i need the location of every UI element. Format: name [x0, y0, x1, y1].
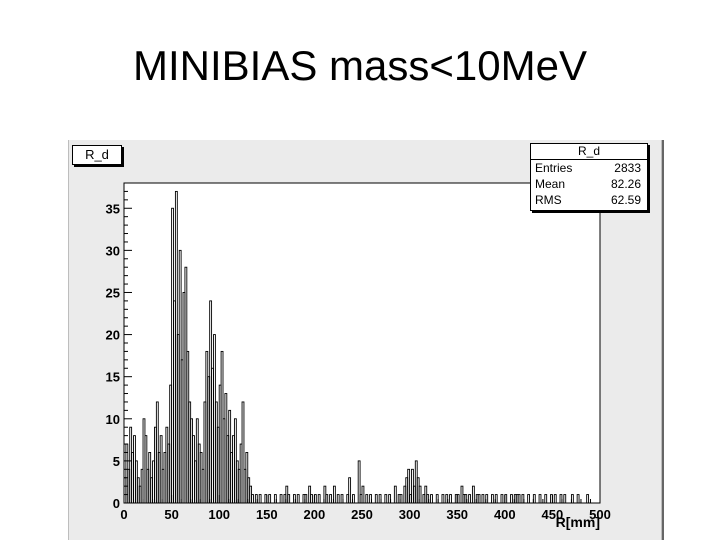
histogram-bin [374, 494, 378, 504]
histogram-bin [317, 494, 321, 504]
histogram-bin [352, 494, 355, 504]
histogram-bin [378, 494, 382, 504]
histogram-bin [329, 494, 332, 504]
histogram-bin [273, 494, 277, 504]
stats-name: R_d [531, 144, 647, 160]
histogram-bin [481, 494, 485, 504]
x-tick-label: 100 [208, 507, 230, 522]
histogram-bin [586, 494, 590, 504]
entries-label: Entries [535, 161, 573, 175]
histogram-bin [293, 494, 296, 504]
histogram-bin [361, 485, 365, 504]
histogram-bin [241, 401, 245, 504]
histogram-bin [500, 494, 504, 504]
histogram-bin [296, 494, 300, 504]
histogram-bin [279, 494, 283, 504]
x-tick-label: 500 [589, 507, 611, 522]
x-tick-label: 350 [446, 507, 468, 522]
histogram-bin [304, 494, 308, 504]
histogram-bin [399, 494, 403, 504]
histogram-bin [527, 494, 531, 504]
y-tick-label: 25 [106, 285, 120, 300]
histogram-bin [268, 494, 272, 504]
histogram-bin [445, 494, 449, 504]
y-tick-label: 20 [106, 328, 120, 343]
y-tick-label: 30 [106, 243, 120, 258]
histogram-bin [538, 494, 542, 504]
histogram-bin [449, 494, 452, 504]
x-tick-label: 250 [351, 507, 373, 522]
histogram-bin [570, 494, 574, 504]
histogram-bin [464, 494, 468, 504]
stats-row-mean: Mean 82.26 [531, 176, 647, 192]
x-axis: 0 50 100 150 200 250 300 350 400 450 500 [120, 495, 611, 522]
histogram-bin [435, 494, 439, 504]
histogram-bin [310, 494, 313, 504]
histogram-bin [418, 485, 422, 504]
x-tick-label: 50 [164, 507, 178, 522]
histogram-bin [553, 494, 557, 504]
y-tick-label: 35 [106, 201, 120, 216]
histogram-bin [340, 494, 344, 504]
entries-value: 2833 [614, 161, 641, 175]
y-tick-label: 5 [113, 454, 120, 469]
histogram-bin [369, 494, 372, 504]
histogram-bin [426, 494, 430, 504]
histogram-bin [251, 494, 254, 504]
y-tick-label: 0 [113, 496, 120, 511]
x-tick-label: 450 [542, 507, 564, 522]
histogram-bin [471, 485, 475, 504]
histogram-bin [441, 494, 445, 504]
stats-box: R_d Entries 2833 Mean 82.26 RMS 62.59 [530, 143, 648, 211]
histogram-bin [287, 494, 291, 504]
histogram-bin [510, 494, 513, 504]
histogram-bin [576, 494, 580, 504]
stats-row-entries: Entries 2833 [531, 160, 647, 176]
histogram-bin [332, 485, 336, 504]
rms-label: RMS [535, 193, 562, 207]
rms-value: 62.59 [610, 193, 641, 207]
histogram-bin [544, 494, 548, 504]
histogram-bin [407, 468, 411, 504]
histogram-bin [254, 494, 258, 504]
histogram-bin [485, 494, 489, 504]
histogram-bin [348, 477, 352, 504]
histogram-bin [494, 494, 498, 504]
x-tick-label: 400 [494, 507, 516, 522]
histogram-bars [123, 190, 590, 504]
histogram-title-box: R_d [72, 145, 122, 165]
stats-row-rms: RMS 62.59 [531, 192, 647, 208]
histogram-bin [521, 494, 525, 504]
mean-label: Mean [535, 177, 566, 191]
histogram-bin [477, 494, 481, 504]
histogram-bin [393, 485, 397, 504]
x-tick-label: 150 [256, 507, 278, 522]
histogram-bin [468, 494, 471, 504]
x-axis-label: R[mm] [556, 514, 600, 530]
y-axis: 0 5 10 15 20 25 30 35 [106, 182, 132, 511]
slide-title: MINIBIAS mass<10MeV [133, 42, 587, 89]
histogram-bin [517, 494, 521, 504]
histogram-bin [258, 494, 262, 504]
y-tick-label: 15 [106, 370, 120, 385]
x-tick-label: 0 [120, 507, 127, 522]
histogram-bin [491, 494, 494, 504]
x-tick-label: 300 [399, 507, 421, 522]
mean-value: 82.26 [610, 177, 641, 191]
histogram-bin [325, 494, 329, 504]
histogram-bin [384, 494, 388, 504]
y-tick-label: 10 [106, 412, 120, 427]
histogram-bin [336, 494, 340, 504]
histogram-bin [559, 494, 563, 504]
histogram-bin [357, 460, 361, 504]
histogram-bin [430, 494, 433, 504]
histogram-bin [563, 494, 567, 504]
histogram-bin [532, 494, 536, 504]
histogram-bin [388, 494, 392, 504]
x-tick-label: 200 [304, 507, 326, 522]
histogram-bin [365, 494, 369, 504]
plot-area [123, 182, 601, 504]
